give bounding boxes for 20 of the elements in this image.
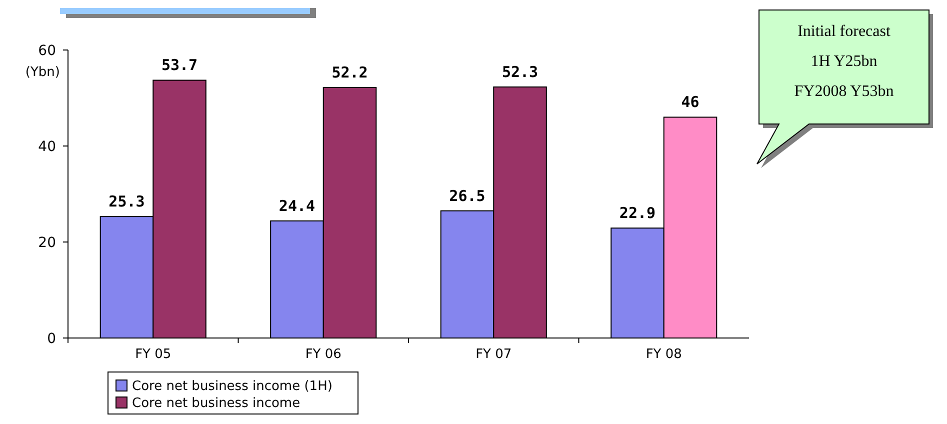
data-label: 52.2 [332, 63, 368, 82]
y-tick-label: 20 [38, 234, 56, 251]
x-tick-label: FY 05 [135, 347, 172, 362]
x-tick-label: FY 06 [305, 347, 342, 362]
legend-label: Core net business income (1H) [132, 379, 332, 394]
y-tick-label: 0 [47, 330, 56, 347]
y-tick-label: 60 [38, 42, 56, 59]
data-label: 46 [681, 93, 700, 112]
y-axis-title: (Ybn) [25, 65, 60, 80]
text: Initial forecast 1H Y25bn FY2008 Y53bn [794, 23, 894, 100]
data-label: 24.4 [278, 196, 316, 215]
y-tick-label: 40 [38, 138, 56, 155]
x-tick-label: FY 08 [646, 347, 682, 362]
data-label: 53.7 [161, 56, 198, 74]
x-tick-label: FY 07 [476, 347, 512, 362]
data-label: 52.3 [502, 62, 538, 81]
legend-label: Core net business income [132, 396, 300, 411]
data-label: 26.5 [449, 186, 486, 205]
data-label: 25.3 [108, 192, 145, 211]
data-label: 22.9 [619, 204, 656, 222]
